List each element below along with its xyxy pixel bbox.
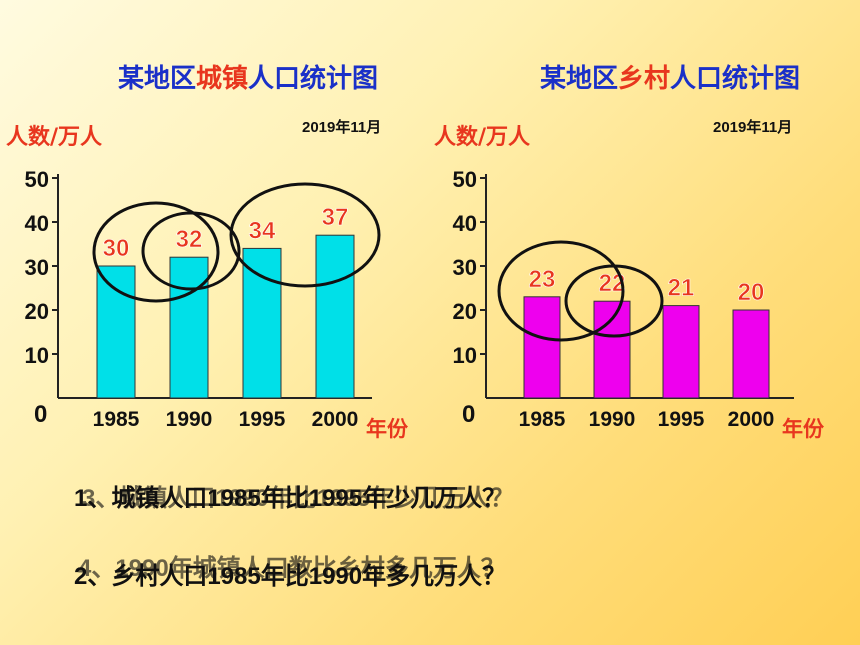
question-2: 2、乡村人口1985年比1990年多几万人？: [74, 563, 507, 590]
rural-y-tick-label: 10: [453, 343, 477, 368]
question-1: 1、城镇人口1985年比1995年少几万人？: [74, 485, 507, 512]
urban-bar: [169, 256, 209, 399]
title-prefix: 某地区: [540, 64, 619, 94]
question-3: 3、城镇人口1990年比1995年少几万人？: [82, 485, 515, 512]
rural-bar: [523, 296, 561, 399]
urban-x-axis-label: 年份: [366, 417, 409, 441]
title-prefix: 某地区: [118, 64, 197, 94]
urban-y-tick-label: 0: [34, 401, 47, 428]
rural-value-label: 20: [738, 279, 765, 306]
rural-y-tick-label: 0: [462, 401, 475, 428]
urban-category-label: 1985: [93, 408, 140, 431]
date-label-rural: 2019年11月: [713, 119, 793, 136]
urban-y-tick-label: 30: [25, 255, 49, 280]
rural-y-tick-label: 50: [453, 167, 477, 192]
rural-category-label: 1985: [519, 408, 566, 431]
rural-annotation-circle: [497, 240, 625, 342]
urban-bar: [96, 265, 136, 399]
urban-y-tick-label: 50: [25, 167, 49, 192]
urban-category-label: 1995: [239, 408, 286, 431]
title-suffix: 人口统计图: [248, 64, 379, 94]
rural-bar: [732, 309, 770, 399]
date-label-urban: 2019年11月: [302, 119, 382, 136]
urban-y-tick-label: 10: [25, 343, 49, 368]
urban-bar: [315, 234, 355, 399]
rural-annotation-circle: [564, 264, 664, 338]
urban-category-label: 1990: [166, 408, 213, 431]
urban-annotation-circle: [141, 211, 241, 291]
title-highlight: 城镇: [196, 64, 249, 94]
rural-category-label: 2000: [728, 408, 775, 431]
urban-value-label: 32: [176, 226, 203, 253]
rural-category-label: 1990: [589, 408, 636, 431]
urban-value-label: 30: [103, 235, 130, 262]
rural-value-label: 21: [668, 275, 695, 302]
urban-value-label: 37: [322, 204, 349, 231]
rural-value-label: 23: [529, 266, 556, 293]
urban-y-axis-label: 人数/万人: [6, 124, 102, 150]
title-highlight: 乡村: [618, 64, 671, 94]
chart-title-rural: 某地区乡村人口统计图: [540, 58, 800, 95]
chart-title-urban: 某地区城镇人口统计图: [118, 58, 378, 95]
urban-value-label: 34: [249, 217, 276, 244]
urban-y-tick-label: 20: [25, 299, 49, 324]
urban-y-tick-label: 40: [25, 211, 49, 236]
urban-annotation-circle: [92, 201, 220, 303]
question-4: 4、1990年城镇人口数比乡村多几万人？: [78, 555, 505, 582]
rural-x-axis-label: 年份: [782, 417, 825, 441]
urban-category-label: 2000: [312, 408, 359, 431]
rural-bar: [593, 300, 631, 399]
rural-y-tick-label: 40: [453, 211, 477, 236]
urban-annotation-circle: [229, 182, 381, 288]
rural-y-tick-label: 20: [453, 299, 477, 324]
urban-bar: [242, 247, 282, 399]
rural-bar: [662, 305, 700, 399]
rural-y-axis-label: 人数/万人: [434, 124, 530, 150]
rural-y-tick-label: 30: [453, 255, 477, 280]
title-suffix: 人口统计图: [670, 64, 801, 94]
rural-category-label: 1995: [658, 408, 705, 431]
